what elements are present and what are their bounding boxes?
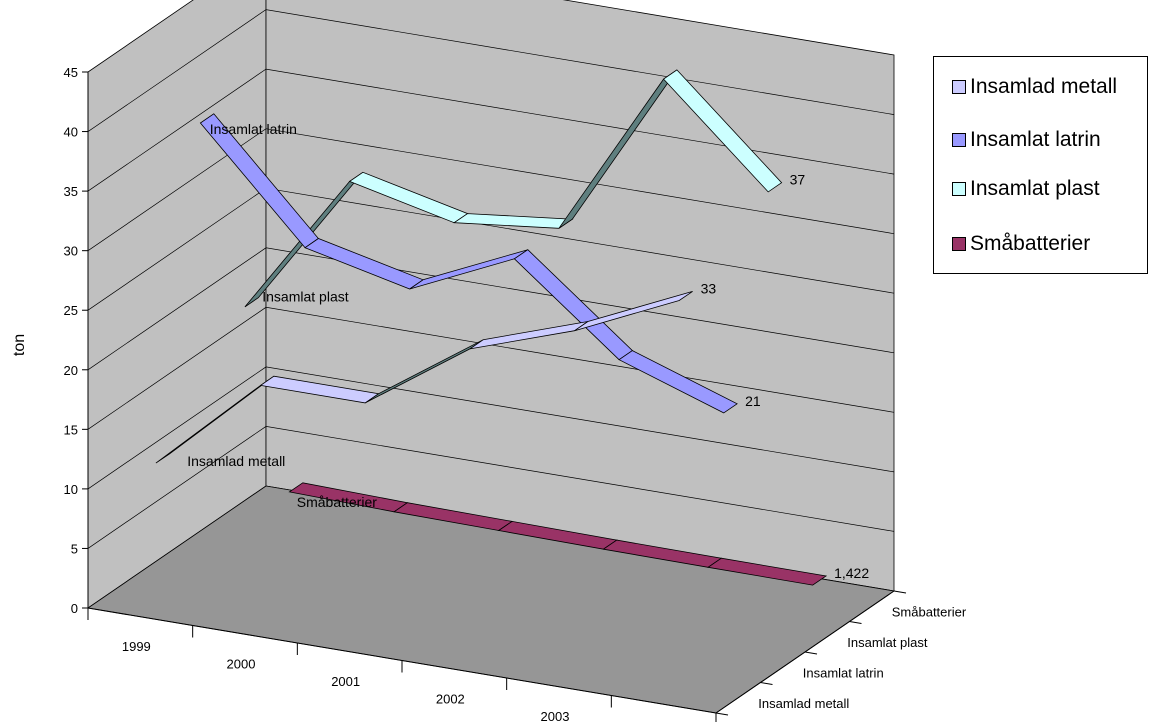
gridline <box>87 426 895 549</box>
y-tick-label: 25 <box>64 303 78 318</box>
depth-tick-label: Insamlat latrin <box>803 665 884 680</box>
x-tick-label: 1999 <box>122 639 151 654</box>
legend-swatch <box>952 237 966 251</box>
ribbon-segment <box>662 69 783 193</box>
series-annotation: Småbatterier <box>297 494 377 510</box>
y-tick-label: 10 <box>64 482 78 497</box>
depth-tick <box>715 712 729 716</box>
series-annotation: Insamlat plast <box>262 289 348 305</box>
legend-swatch <box>952 133 966 147</box>
y-tick-label: 0 <box>71 601 78 616</box>
y-tick-label: 40 <box>64 125 78 140</box>
series-annotation: Insamlad metall <box>187 453 285 469</box>
ribbon-segment <box>618 350 738 414</box>
legend: Insamlad metall Insamlat latrin Insamlat… <box>933 56 1148 274</box>
series-insamlad-metall: Insamlad metall 33 <box>155 280 717 469</box>
y-axis-title: ton <box>11 334 28 356</box>
legend-label: Insamlat plast <box>970 177 1100 200</box>
depth-tick-label: Insamlad metall <box>758 696 849 711</box>
ribbon-segment <box>574 291 693 332</box>
y-tick-label: 35 <box>64 184 78 199</box>
y-tick-label: 15 <box>64 422 78 437</box>
x-tick-label: 2003 <box>541 709 570 722</box>
series-insamlat-latrin: Insamlat latrin 21 <box>199 113 761 414</box>
data-label: 21 <box>745 393 761 409</box>
depth-tick <box>893 590 907 594</box>
y-tick-label: 30 <box>64 244 78 259</box>
legend-item-smabatterier: Småbatterier <box>952 229 1090 259</box>
data-label: 33 <box>701 280 717 296</box>
series-sm-batterier: Småbatterier 1,422 <box>288 482 869 586</box>
y-tick-label: 20 <box>64 363 78 378</box>
series-annotation: Insamlat latrin <box>210 121 297 137</box>
legend-label: Småbatterier <box>970 232 1091 255</box>
depth-tick <box>760 682 773 685</box>
y-tick-label: 45 <box>64 65 78 80</box>
legend-label: Insamlad metall <box>970 75 1118 98</box>
data-label: 1,422 <box>834 565 869 581</box>
gridline <box>87 128 895 251</box>
ribbon-segment <box>707 557 828 586</box>
gridline <box>87 366 895 490</box>
legend-label: Insamlat latrin <box>970 128 1101 151</box>
y-tick-label: 5 <box>71 541 78 556</box>
depth-tick <box>804 651 818 655</box>
gridline <box>87 247 895 371</box>
legend-item-insamlad-metall: Insamlad metall <box>952 72 1117 102</box>
legend-item-insamlat-plast: Insamlat plast <box>952 174 1100 204</box>
x-tick-label: 2002 <box>436 691 465 706</box>
legend-item-insamlat-latrin: Insamlat latrin <box>952 125 1101 155</box>
x-tick-label: 2001 <box>331 674 360 689</box>
data-label: 37 <box>790 172 806 188</box>
depth-tick-label: Insamlat plast <box>847 635 928 650</box>
gridline <box>87 68 895 192</box>
legend-swatch <box>952 80 966 94</box>
depth-tick <box>849 621 862 624</box>
legend-swatch <box>952 182 966 196</box>
depth-tick-label: Småbatterier <box>892 604 967 619</box>
x-tick-label: 2000 <box>227 656 256 671</box>
